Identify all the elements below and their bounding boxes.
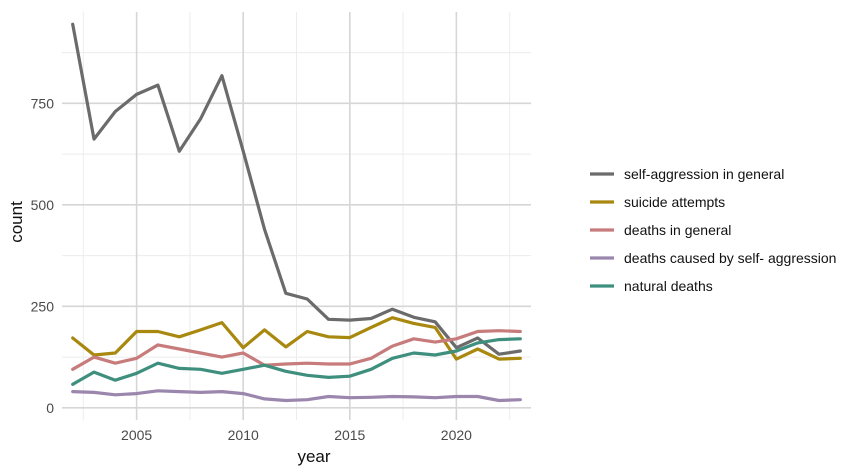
series-layer (71, 22, 522, 403)
y-tick-label: 500 (31, 197, 55, 213)
series-line-natural-deaths (71, 337, 522, 386)
legend-label-deaths-in-general: deaths in general (624, 222, 731, 238)
x-tick-label: 2010 (228, 427, 259, 443)
x-axis-title: year (297, 447, 330, 466)
series-line-suicide-attempts (71, 316, 522, 361)
y-axis-title: count (7, 201, 26, 243)
x-tick-label: 2015 (334, 427, 365, 443)
y-tick-label: 0 (46, 400, 54, 416)
x-axis-ticks: 2005 2010 2015 2020 (121, 427, 472, 443)
legend-label-natural-deaths: natural deaths (624, 278, 713, 294)
y-tick-label: 250 (31, 298, 55, 314)
y-tick-label: 750 (31, 95, 55, 111)
legend-label-deaths-caused-by-self-aggression: deaths caused by self- aggression (624, 250, 836, 266)
legend: self-aggression in general suicide attemp… (590, 166, 836, 294)
series-line-deaths-caused-by-self-aggression (71, 389, 522, 403)
x-tick-label: 2020 (441, 427, 472, 443)
series-line-deaths-in-general (71, 329, 522, 371)
legend-label-self-aggression-in-general: self-aggression in general (624, 166, 784, 182)
x-tick-label: 2005 (121, 427, 152, 443)
legend-label-suicide-attempts: suicide attempts (624, 194, 725, 210)
y-axis-ticks: 0 250 500 750 (31, 95, 55, 415)
series-line-self-aggression-in-general (71, 22, 522, 356)
